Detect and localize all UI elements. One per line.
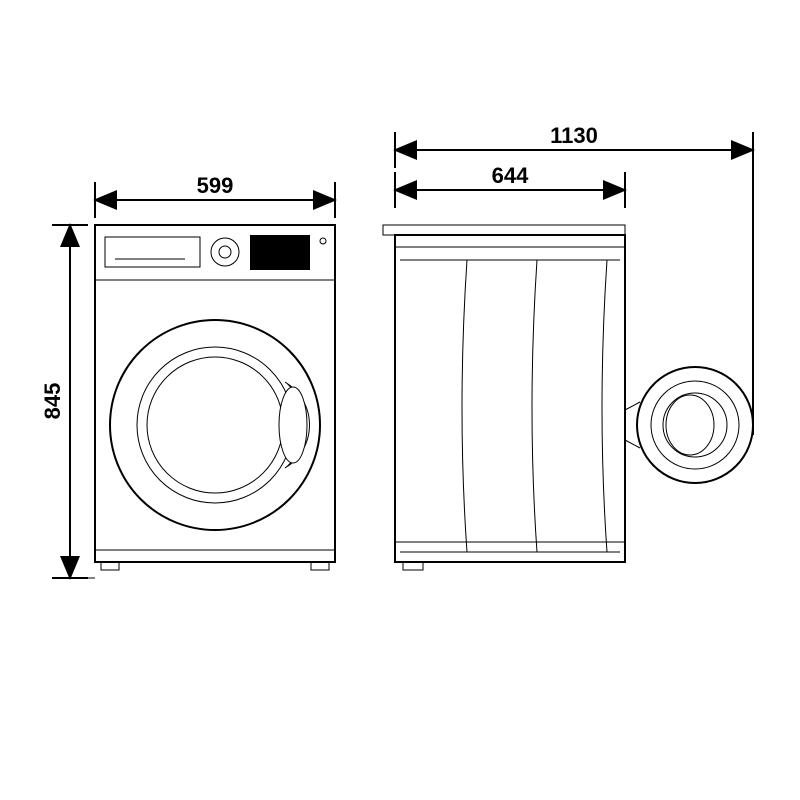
open-door bbox=[625, 367, 753, 483]
side-view bbox=[383, 225, 625, 570]
side-foot bbox=[403, 562, 423, 570]
dim-height-845: 845 bbox=[40, 225, 88, 578]
door bbox=[110, 320, 320, 530]
display-panel bbox=[250, 235, 310, 270]
front-view bbox=[95, 225, 335, 570]
dim-width-label: 599 bbox=[197, 173, 234, 198]
dim-open-label: 1130 bbox=[550, 123, 598, 148]
dim-depth-644: 644 bbox=[395, 163, 625, 208]
dim-depth-label: 644 bbox=[492, 163, 529, 188]
program-dial bbox=[211, 238, 239, 266]
dim-height-label: 845 bbox=[40, 383, 65, 420]
dim-width-599: 599 bbox=[95, 173, 335, 218]
foot-right bbox=[311, 562, 329, 570]
foot-left bbox=[101, 562, 119, 570]
appliance-dimension-diagram: 599 845 644 1130 bbox=[0, 0, 800, 800]
